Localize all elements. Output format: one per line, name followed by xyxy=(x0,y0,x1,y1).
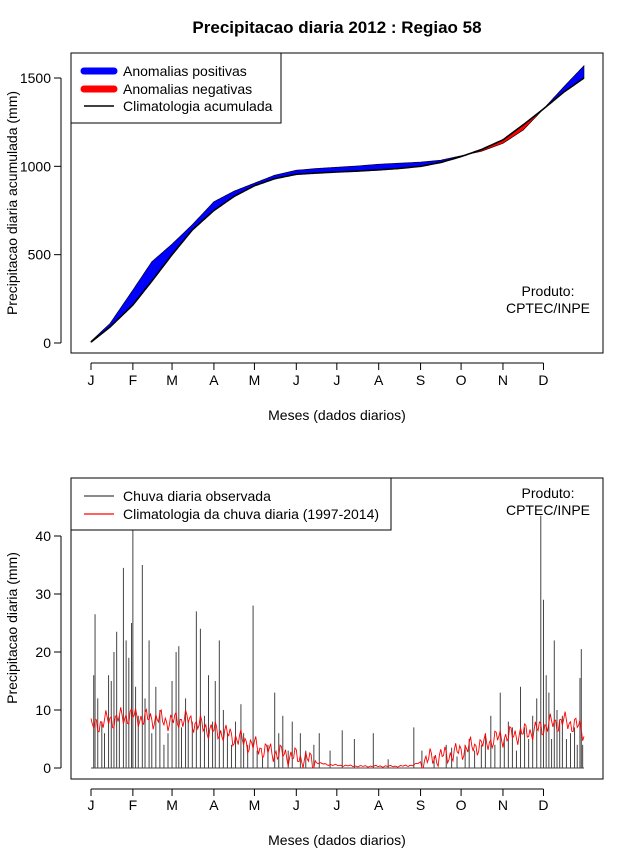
x-tick-label: J xyxy=(333,797,340,813)
x-tick-label: M xyxy=(166,797,178,813)
top-plot-area xyxy=(90,64,585,343)
top-y-axis: 0 500 1000 1500 xyxy=(20,70,62,351)
x-tick-label: A xyxy=(374,372,384,388)
top-x-axis-label: Meses (dados diarios) xyxy=(268,407,406,423)
x-tick-label: O xyxy=(456,372,467,388)
bottom-y-axis: 0 10 20 30 40 xyxy=(35,528,62,776)
x-tick-label: N xyxy=(498,797,508,813)
x-tick-label: A xyxy=(209,797,219,813)
bottom-legend-box xyxy=(70,477,392,531)
legend-label-negative: Anomalias negativas xyxy=(123,81,252,97)
anomaly-positive-area xyxy=(543,64,585,110)
top-plot-frame xyxy=(70,52,604,354)
x-tick-label: N xyxy=(498,372,508,388)
x-tick-label: J xyxy=(293,797,300,813)
x-tick-label: J xyxy=(88,372,95,388)
top-annotation-line2: CPTEC/INPE xyxy=(506,300,590,316)
legend-label-positive: Anomalias positivas xyxy=(123,63,247,79)
y-tick-label: 20 xyxy=(35,644,51,660)
x-tick-label: M xyxy=(166,372,178,388)
x-tick-label: F xyxy=(129,797,138,813)
daily-climatology-line xyxy=(90,707,585,769)
legend-label-daily-climatology: Climatologia da chuva diaria (1997-2014) xyxy=(123,506,379,522)
legend-label-climatology: Climatologia acumulada xyxy=(123,98,273,114)
bottom-annotation-line1: Produto: xyxy=(522,485,575,501)
bottom-x-axis-label: Meses (dados diarios) xyxy=(268,832,406,848)
legend-label-observed: Chuva diaria observada xyxy=(123,488,271,504)
x-tick-label: O xyxy=(456,797,467,813)
y-tick-label: 1500 xyxy=(20,70,51,86)
x-tick-label: D xyxy=(538,372,548,388)
x-tick-label: A xyxy=(209,372,219,388)
x-tick-label: S xyxy=(416,797,425,813)
chart-title: Precipitacao diaria 2012 : Regiao 58 xyxy=(192,18,481,37)
x-tick-label: D xyxy=(538,797,548,813)
y-tick-label: 40 xyxy=(35,528,51,544)
x-tick-label: M xyxy=(249,797,261,813)
x-tick-label: A xyxy=(374,797,384,813)
top-y-axis-label: Precipitacao diaria acumulada (mm) xyxy=(4,91,20,315)
bottom-annotation-line2: CPTEC/INPE xyxy=(506,502,590,518)
x-tick-label: M xyxy=(249,372,261,388)
y-tick-label: 0 xyxy=(43,335,51,351)
y-tick-label: 0 xyxy=(43,760,51,776)
anomaly-negative-area xyxy=(468,108,544,155)
x-tick-label: S xyxy=(416,372,425,388)
anomaly-positive-area xyxy=(90,153,470,343)
y-tick-label: 500 xyxy=(28,247,52,263)
climatology-accumulated-line xyxy=(90,77,585,343)
top-annotation-line1: Produto: xyxy=(522,283,575,299)
top-legend: Anomalias positivas Anomalias negativas … xyxy=(70,52,282,124)
bottom-plot-area xyxy=(90,515,585,769)
bottom-legend: Chuva diaria observada Climatologia da c… xyxy=(70,477,392,531)
y-tick-label: 10 xyxy=(35,702,51,718)
y-tick-label: 1000 xyxy=(20,158,51,174)
x-tick-label: J xyxy=(88,797,95,813)
x-tick-label: J xyxy=(333,372,340,388)
bottom-y-axis-label: Precipitacao diaria (mm) xyxy=(4,552,20,704)
y-tick-label: 30 xyxy=(35,586,51,602)
x-tick-label: J xyxy=(293,372,300,388)
x-tick-label: F xyxy=(129,372,138,388)
